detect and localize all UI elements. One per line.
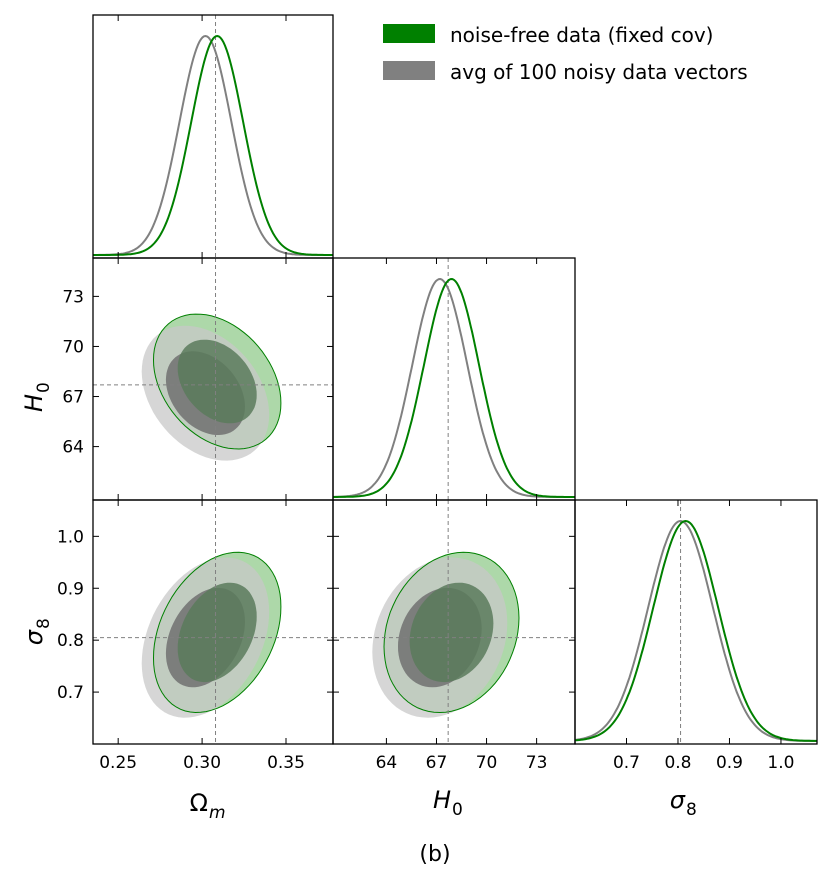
panel-om_h0: 64 67 70 73	[62, 257, 334, 501]
y-tick-label-h0: 64	[62, 438, 84, 458]
x-tick-label-s8: 0.8	[664, 753, 691, 773]
y-tick-label-s8: 0.9	[57, 579, 84, 599]
panel-om_h0-plot-area	[93, 258, 333, 500]
axis-title-omega-m-symbol: Ω	[190, 789, 208, 817]
axis-title-h0-x-symbol: H	[433, 786, 451, 814]
marginal-curve-noise-free-om	[93, 34, 333, 256]
axis-title-h0-x-subscript: 0	[452, 800, 463, 820]
axis-title-h0-x: H 0	[433, 786, 463, 820]
panel-diag_om-plot-area	[93, 15, 333, 258]
axis-title-h0-y-symbol: H	[20, 394, 48, 412]
y-tick-label-s8: 0.8	[57, 631, 84, 651]
panel-frame-diag_s8	[574, 499, 818, 745]
axis-title-h0-y-subscript: 0	[34, 382, 54, 393]
panel-frame-diag_om	[92, 14, 334, 259]
contour-noise-free-68-om_s8	[177, 582, 257, 683]
panel-diag_s8-plot-area	[575, 500, 817, 744]
corner-panels: 64 67 70 73 0.25 0.30 0.35 0.7 0.8 0.9 1.0 64 67 70 73…	[57, 14, 818, 773]
x-tick-label-s8: 0.9	[716, 753, 743, 773]
panel-h0_s8-plot-area	[333, 500, 575, 744]
contour-noise-free-68-h0_s8	[409, 582, 494, 683]
panel-diag_om	[92, 14, 334, 259]
axis-title-sigma8-x-subscript: 8	[686, 800, 697, 820]
figure-caption: (b)	[419, 842, 450, 867]
marginal-curve-noisy-average-om	[93, 34, 333, 256]
panel-frame-diag_h0	[332, 257, 576, 501]
marginal-curve-noise-free-h0	[333, 277, 575, 498]
axis-title-sigma8-y: σ 8	[20, 618, 54, 645]
axis-title-sigma8-y-symbol: σ	[20, 629, 48, 645]
legend-label-noise-free: noise-free data (fixed cov)	[450, 23, 713, 47]
axis-title-omega-m: Ω m	[190, 789, 226, 823]
contour-noise-free-95-outline-om_h0	[152, 313, 282, 450]
y-tick-label-s8: 1.0	[57, 527, 84, 547]
axis-title-h0-y: H 0	[20, 382, 54, 412]
marginal-curve-noisy-average-h0	[333, 277, 575, 498]
x-tick-label-om: 0.35	[267, 753, 305, 773]
x-tick-label-h0: 64	[376, 753, 398, 773]
legend-label-noisy-average: avg of 100 noisy data vectors	[450, 60, 748, 84]
axis-title-sigma8-x: σ 8	[670, 786, 697, 820]
legend-swatch-noise-free	[383, 24, 435, 43]
x-tick-label-s8: 0.7	[613, 753, 640, 773]
marginal-curve-noisy-average-s8	[575, 519, 817, 742]
legend: noise-free data (fixed cov) avg of 100 n…	[383, 23, 748, 84]
contour-noise-free-68-om_h0	[177, 339, 257, 424]
x-tick-label-om: 0.25	[99, 753, 137, 773]
y-tick-label-s8: 0.7	[57, 683, 84, 703]
panel-diag_s8: 0.7 0.8 0.9 1.0	[574, 499, 818, 773]
y-tick-label-h0: 73	[62, 287, 84, 307]
panel-om_s8: 0.25 0.30 0.35 0.7 0.8 0.9 1.0	[57, 499, 334, 773]
contour-noise-free-95-outline-om_s8	[152, 551, 282, 714]
y-tick-label-h0: 70	[62, 337, 84, 357]
panel-om_s8-plot-area	[93, 500, 333, 744]
contour-noise-free-95-outline-h0_s8	[383, 551, 520, 714]
x-tick-label-s8: 1.0	[767, 753, 794, 773]
legend-swatch-noisy-average	[383, 61, 435, 80]
axis-title-sigma8-x-symbol: σ	[670, 786, 686, 814]
x-tick-label-h0: 70	[476, 753, 498, 773]
x-tick-label-h0: 67	[426, 753, 448, 773]
x-tick-label-h0: 73	[526, 753, 548, 773]
axis-title-sigma8-y-subscript: 8	[34, 618, 54, 629]
panel-diag_h0-plot-area	[333, 258, 575, 500]
panel-diag_h0	[332, 257, 576, 501]
y-tick-label-h0: 67	[62, 388, 84, 408]
x-tick-label-om: 0.30	[183, 753, 221, 773]
axis-title-omega-m-subscript: m	[209, 803, 226, 823]
panel-h0_s8: 64 67 70 73	[332, 499, 576, 773]
marginal-curve-noise-free-s8	[575, 519, 817, 742]
